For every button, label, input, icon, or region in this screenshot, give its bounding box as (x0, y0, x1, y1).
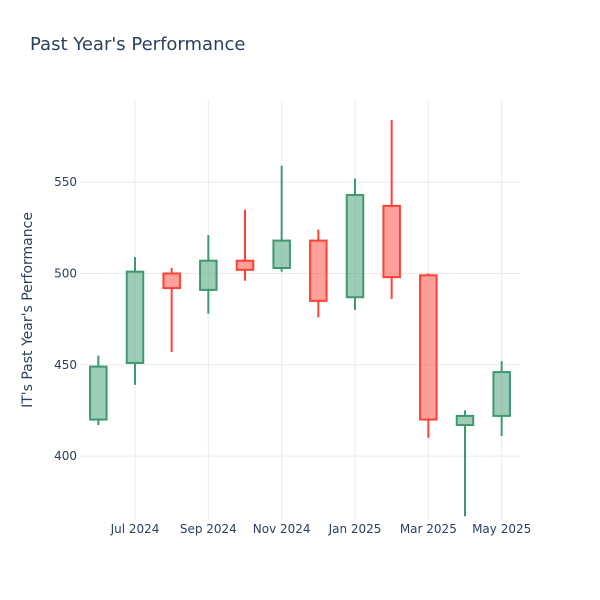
candle-body (345, 193, 365, 299)
candle-body (382, 204, 401, 279)
candle-body (492, 371, 511, 417)
candle-body (162, 272, 181, 290)
candle-increasing[interactable] (199, 235, 218, 314)
x-axis-ticks: Jul 2024 Sep 2024 Nov 2024 Jan 2025 Mar 2025… (110, 522, 532, 536)
candle-increasing[interactable] (492, 361, 511, 436)
x-tick-label: May 2025 (472, 522, 531, 536)
candle-body (309, 239, 328, 302)
candle-increasing[interactable] (455, 410, 475, 517)
x-tick-label: Sep 2024 (180, 522, 237, 536)
candle-decreasing[interactable] (382, 120, 401, 300)
y-tick-label: 550 (54, 175, 77, 189)
candle-body (125, 270, 145, 364)
candle-body (419, 274, 438, 421)
candle-increasing[interactable] (125, 257, 145, 385)
y-tick-label: 450 (54, 358, 77, 372)
candle-decreasing[interactable] (309, 229, 328, 318)
y-axis-ticks: 400 450 500 550 (54, 175, 77, 463)
chart-title: Past Year's Performance (30, 34, 245, 55)
candle-body (235, 259, 255, 271)
x-tick-label: Mar 2025 (400, 522, 457, 536)
y-axis-label: IT's Past Year's Performance (20, 212, 36, 408)
x-tick-label: Jan 2025 (328, 522, 382, 536)
candles (89, 120, 511, 517)
x-tick-label: Nov 2024 (253, 522, 311, 536)
candle-decreasing[interactable] (162, 268, 181, 352)
candle-body (455, 414, 475, 427)
x-tick-label: Jul 2024 (110, 522, 160, 536)
y-tick-label: 400 (54, 449, 77, 463)
y-tick-label: 500 (54, 266, 77, 280)
candle-decreasing[interactable] (235, 209, 255, 281)
candle-increasing[interactable] (89, 355, 108, 426)
candle-increasing[interactable] (272, 165, 291, 272)
candle-increasing[interactable] (345, 178, 365, 310)
candle-body (272, 239, 291, 269)
candle-body (199, 259, 218, 291)
grid (80, 100, 520, 520)
candle-body (89, 365, 108, 421)
candle-decreasing[interactable] (419, 273, 438, 438)
